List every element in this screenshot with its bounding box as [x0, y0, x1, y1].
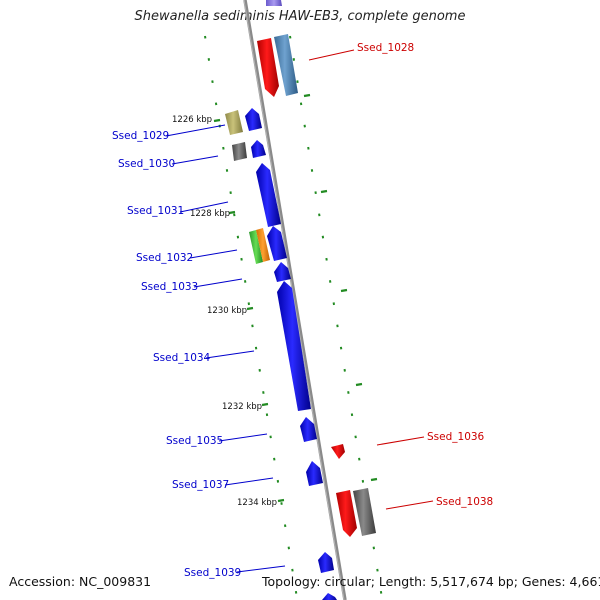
- gene-feature-lavender[interactable]: [266, 0, 282, 6]
- genome-backbone-highlight: [243, 0, 345, 600]
- gene-label-ssed-1029[interactable]: Ssed_1029: [112, 130, 169, 142]
- gene-label-ssed-1031[interactable]: Ssed_1031: [127, 205, 184, 217]
- leader-line-ssed-1028: [308, 49, 355, 61]
- scale-ring-inner: [204, 35, 298, 599]
- gene-arrow-ssed-1033[interactable]: [274, 262, 291, 282]
- gene-label-ssed-1034[interactable]: Ssed_1034: [153, 352, 211, 364]
- leader-line-ssed-1033: [193, 278, 243, 288]
- accession-label: Accession: NC_009831: [9, 574, 152, 589]
- gene-label-ssed-1030[interactable]: Ssed_1030: [118, 158, 175, 170]
- gene-arrow-ssed-1037[interactable]: [306, 461, 323, 486]
- scale-tick: [261, 402, 269, 407]
- scale-tick: [320, 189, 328, 194]
- gene-block-ssed-1030-gray[interactable]: [232, 142, 247, 161]
- gene-block-ssed-1032-green[interactable]: [249, 230, 263, 264]
- gene-arrow-ssed-1036[interactable]: [331, 444, 345, 459]
- scale-label: 1232 kbp: [222, 402, 262, 412]
- gene-label-ssed-1028[interactable]: Ssed_1028: [357, 42, 414, 54]
- gene-label-ssed-1038[interactable]: Ssed_1038: [436, 496, 493, 508]
- gene-label-ssed-1039[interactable]: Ssed_1039: [184, 567, 241, 579]
- gene-block-ssed-1032-orange[interactable]: [256, 228, 270, 262]
- scale-label: 1228 kbp: [190, 209, 230, 219]
- gene-label-ssed-1033[interactable]: Ssed_1033: [141, 281, 198, 293]
- gene-block-olive[interactable]: [225, 110, 243, 135]
- gene-arrow-ssed-1031[interactable]: [256, 163, 281, 227]
- gene-arrow-ssed-1038[interactable]: [336, 490, 357, 537]
- gene-arrow-ssed-1032[interactable]: [267, 226, 287, 261]
- gene-arrow-ssed-1030[interactable]: [251, 140, 266, 158]
- gene-label-ssed-1036[interactable]: Ssed_1036: [427, 431, 485, 443]
- leader-line-ssed-1037: [224, 477, 274, 486]
- scale-tick: [228, 210, 236, 215]
- leader-line-ssed-1039: [236, 565, 286, 573]
- gene-block-ssed-1038-gray[interactable]: [353, 488, 376, 536]
- scale-tick: [213, 118, 221, 123]
- gene-feature-bottom[interactable]: [322, 593, 337, 600]
- gene-label-ssed-1032[interactable]: Ssed_1032: [136, 252, 193, 264]
- scale-label: 1234 kbp: [237, 498, 277, 508]
- scale-tick: [277, 498, 285, 503]
- gene-arrow-ssed-1035[interactable]: [300, 417, 317, 442]
- scale-tick: [355, 382, 363, 387]
- map-title: Shewanella sediminis HAW-EB3, complete g…: [134, 9, 466, 24]
- genome-summary-label: Topology: circular; Length: 5,517,674 bp…: [262, 574, 600, 589]
- scale-label: 1230 kbp: [207, 306, 247, 316]
- gene-arrow-ssed-1034[interactable]: [277, 281, 311, 411]
- genome-backbone: [243, 0, 347, 600]
- gene-arrow-ssed-1028[interactable]: [257, 38, 279, 97]
- leader-line-ssed-1034: [205, 350, 255, 359]
- leader-line-ssed-1035: [218, 433, 268, 442]
- leader-line-ssed-1038: [385, 500, 434, 510]
- scale-label: 1226 kbp: [172, 115, 212, 125]
- scale-tick: [340, 288, 348, 293]
- scale-tick: [370, 477, 378, 482]
- gene-arrow-ssed-1039[interactable]: [318, 552, 334, 573]
- scale-tick: [303, 93, 311, 98]
- gene-arrow-ssed-1029[interactable]: [245, 108, 262, 131]
- leader-line-ssed-1032: [189, 249, 238, 259]
- leader-line-ssed-1036: [376, 436, 425, 446]
- gene-label-ssed-1035[interactable]: Ssed_1035: [166, 435, 223, 447]
- leader-line-ssed-1030: [171, 155, 219, 165]
- leader-line-ssed-1029: [165, 124, 226, 137]
- gene-label-ssed-1037[interactable]: Ssed_1037: [172, 479, 229, 491]
- gene-block-ssed-1028-steel[interactable]: [274, 34, 298, 96]
- leader-line-ssed-1031: [179, 201, 229, 213]
- scale-tick: [246, 306, 254, 311]
